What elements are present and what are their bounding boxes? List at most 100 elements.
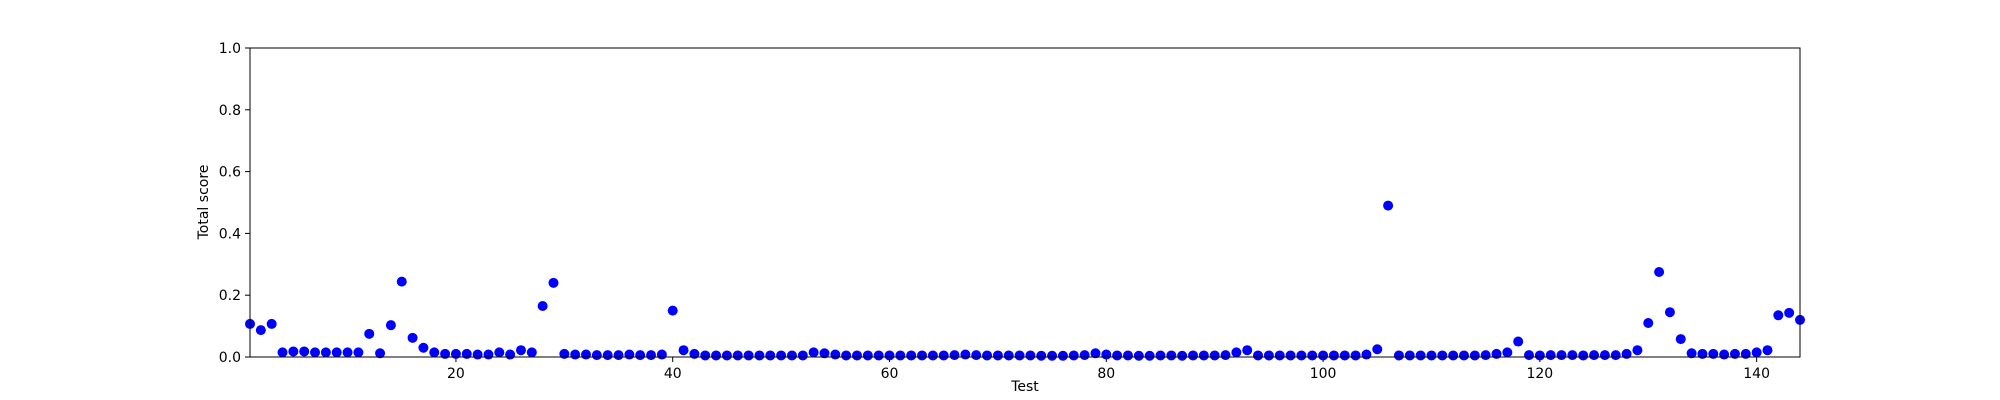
point (1036, 350, 1047, 361)
point (591, 350, 602, 361)
point (1545, 350, 1556, 361)
point (917, 350, 928, 361)
point (743, 350, 754, 361)
point (1632, 345, 1643, 356)
point (971, 350, 982, 361)
point (1361, 349, 1372, 360)
point (1664, 307, 1675, 318)
y-tick-label: 1.0 (219, 41, 241, 57)
point (960, 349, 971, 360)
point (1448, 350, 1459, 361)
point (732, 350, 743, 361)
point (678, 345, 689, 356)
point (1339, 350, 1350, 361)
point (700, 350, 711, 361)
point (1122, 350, 1133, 361)
point (1751, 347, 1762, 358)
point (1740, 348, 1751, 359)
point (819, 348, 830, 359)
point (505, 349, 516, 360)
point (646, 350, 657, 361)
point (1220, 350, 1231, 361)
point (1166, 350, 1177, 361)
point (602, 350, 613, 361)
point (895, 350, 906, 361)
point (1242, 345, 1253, 356)
point (1014, 350, 1025, 361)
point (1458, 350, 1469, 361)
x-tick-label: 60 (881, 366, 899, 382)
point (1480, 350, 1491, 361)
point (483, 349, 494, 360)
point (1133, 350, 1144, 361)
y-tick-label: 0.0 (219, 350, 241, 366)
point (1491, 348, 1502, 359)
y-tick-label: 0.4 (219, 226, 241, 242)
point (1328, 350, 1339, 361)
point (711, 350, 722, 361)
point (1155, 350, 1166, 361)
x-tick-label: 100 (1310, 366, 1337, 382)
point (624, 349, 635, 360)
point (299, 346, 310, 357)
point (1599, 350, 1610, 361)
point (1144, 350, 1155, 361)
point (1415, 350, 1426, 361)
point (906, 350, 917, 361)
point (1697, 348, 1708, 359)
x-tick-label: 40 (664, 366, 682, 382)
point (1188, 350, 1199, 361)
point (526, 347, 537, 358)
point (255, 325, 266, 336)
point (440, 348, 451, 359)
point (1296, 350, 1307, 361)
point (1003, 350, 1014, 361)
point (1621, 348, 1632, 359)
point (1057, 350, 1068, 361)
point (548, 277, 559, 288)
point (776, 350, 787, 361)
point (472, 349, 483, 360)
point (786, 350, 797, 361)
point (1784, 307, 1795, 318)
point (830, 349, 841, 360)
point (1263, 350, 1274, 361)
point (1708, 348, 1719, 359)
point (266, 318, 277, 329)
point (1524, 350, 1535, 361)
point (385, 320, 396, 331)
point (353, 347, 364, 358)
point (1318, 350, 1329, 361)
point (310, 347, 321, 358)
x-axis-label: Test (1010, 379, 1039, 395)
point (1025, 350, 1036, 361)
point (1112, 350, 1123, 361)
point (407, 332, 418, 343)
point (1307, 350, 1318, 361)
point (418, 342, 429, 353)
point (1773, 310, 1784, 321)
point (1578, 350, 1589, 361)
point (1534, 350, 1545, 361)
y-tick-label: 0.8 (219, 103, 241, 119)
point (277, 347, 288, 358)
point (721, 350, 732, 361)
point (613, 350, 624, 361)
point (1426, 350, 1437, 361)
point (1372, 344, 1383, 355)
point (375, 348, 386, 359)
point (808, 347, 819, 358)
point (689, 348, 700, 359)
x-tick-label: 80 (1097, 366, 1115, 382)
point (1383, 200, 1394, 211)
point (765, 350, 776, 361)
point (494, 347, 505, 358)
point (938, 350, 949, 361)
point (450, 348, 461, 359)
point (331, 347, 342, 358)
point (1610, 350, 1621, 361)
point (851, 350, 862, 361)
point (667, 305, 678, 316)
point (342, 347, 353, 358)
